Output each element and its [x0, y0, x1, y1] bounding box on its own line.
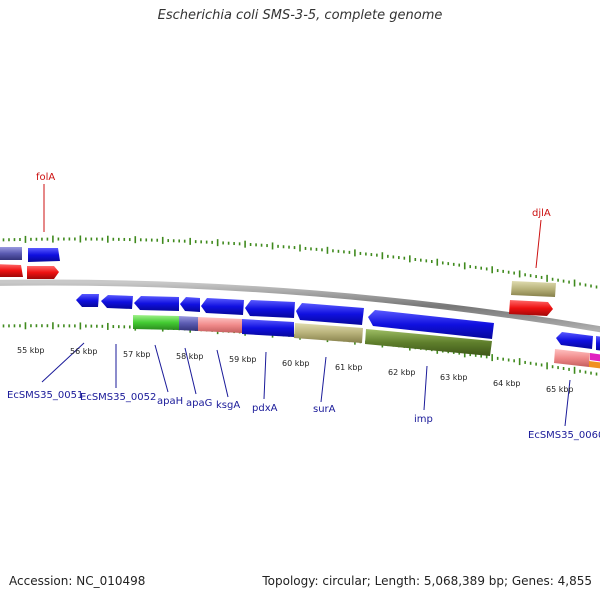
kbp-label: 60 kbp [282, 359, 310, 368]
feature-block [365, 329, 492, 356]
topology-label: Topology: circular; Length: 5,068,389 bp… [262, 574, 592, 588]
gene-arrow [28, 248, 60, 262]
gene-arrow [27, 266, 59, 279]
gene-label-imp: imp [414, 414, 433, 425]
feature-block [294, 323, 363, 343]
kbp-label: 64 kbp [493, 379, 521, 388]
gene-label-surA: surA [313, 404, 336, 415]
feature-block [590, 353, 600, 362]
gene-arrow [296, 303, 364, 325]
gene-label-EcSMS35_0051: EcSMS35_0051 [7, 390, 83, 401]
gene-label-EcSMS35_0060: EcSMS35_0060 [528, 430, 600, 441]
feature-block [554, 349, 590, 367]
gene-arrow [596, 336, 600, 351]
feature-block [198, 317, 242, 333]
feature-block [589, 361, 600, 369]
feature-block [133, 315, 179, 330]
gene-label-apaH: apaH [157, 396, 183, 407]
kbp-label: 56 kbp [70, 347, 98, 356]
kbp-label: 65 kbp [546, 385, 574, 394]
kbp-label: 62 kbp [388, 368, 416, 377]
kbp-labels: 55 kbp 56 kbp 57 kbp 58 kbp 59 kbp 60 kb… [17, 346, 574, 394]
kbp-label: 57 kbp [123, 350, 151, 359]
gene-arrow [201, 298, 244, 315]
gene-arrow [101, 295, 133, 309]
feature-blocks [133, 315, 600, 369]
gene-label-djlA: djlA [532, 208, 551, 219]
kbp-label: 63 kbp [440, 373, 468, 382]
gene-arrow [368, 310, 494, 339]
forward-strand-genes [0, 247, 556, 316]
outer-tick-row [2, 235, 598, 289]
feature-block [179, 316, 198, 331]
gene-label-apaG: apaG [186, 398, 212, 409]
gene-arrow [245, 300, 295, 318]
gene-label-EcSMS35_0052: EcSMS35_0052 [80, 392, 156, 403]
gene-arrow [556, 332, 593, 349]
label-leaders [41, 184, 571, 427]
genome-title: Escherichia coli SMS-3-5, complete genom… [157, 8, 443, 23]
gene-arrow [0, 247, 22, 260]
gene-label-ksgA: ksgA [216, 400, 240, 411]
gene-label-folA: folA [36, 172, 55, 183]
genome-backbone [0, 279, 600, 333]
gene-arrow [0, 264, 23, 277]
accession-label: Accession: NC_010498 [9, 574, 146, 588]
kbp-label: 58 kbp [176, 352, 204, 361]
gene-arrow [509, 300, 553, 316]
gene-arrow [180, 297, 200, 312]
gene-arrow [511, 281, 556, 297]
reverse-strand-genes [76, 294, 600, 351]
gene-arrow [134, 296, 179, 311]
kbp-label: 55 kbp [17, 346, 45, 355]
feature-block [242, 319, 294, 337]
gene-labels: folA djlA EcSMS35_0051 EcSMS35_0052 apaH… [7, 172, 600, 441]
gene-arrow [76, 294, 99, 307]
kbp-label: 61 kbp [335, 363, 363, 372]
kbp-label: 59 kbp [229, 355, 257, 364]
gene-label-pdxA: pdxA [252, 403, 278, 414]
